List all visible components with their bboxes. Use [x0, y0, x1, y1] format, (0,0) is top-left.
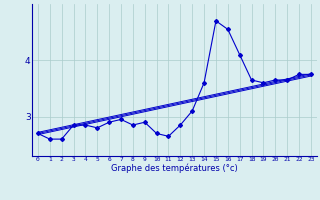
X-axis label: Graphe des températures (°c): Graphe des températures (°c) [111, 164, 238, 173]
